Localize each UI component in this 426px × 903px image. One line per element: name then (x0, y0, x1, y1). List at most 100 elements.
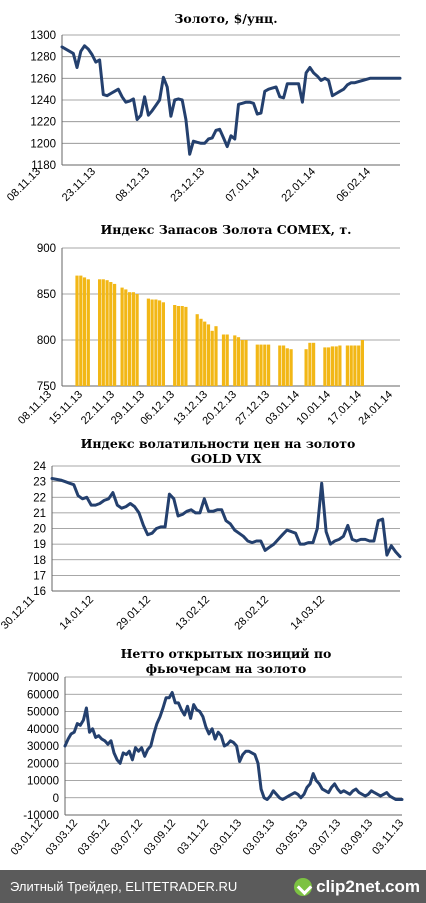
bar (176, 306, 180, 386)
bar (86, 279, 90, 386)
series-line (63, 691, 404, 801)
bar (240, 340, 244, 386)
y-tick-label: 60000 (27, 689, 59, 701)
y-tick-label: 19 (33, 539, 46, 551)
y-tick-label: 16 (33, 586, 46, 598)
bar (161, 302, 165, 386)
x-tick-label: 08.12.13 (113, 166, 152, 205)
bar (180, 306, 184, 386)
x-tick-label: 08.11.13 (5, 166, 43, 204)
footer-source: Элитный Трейдер, ELITETRADER.RU (10, 879, 238, 894)
bar (131, 292, 135, 386)
bar (349, 345, 353, 386)
y-tick-label: 750 (37, 381, 56, 393)
chart-subtitle: фьючерсам на золото (146, 661, 307, 676)
bar (101, 279, 105, 386)
gold-price-chart: Золото, $/унц. 1180120012201240126012801… (5, 11, 402, 205)
chart-subtitle: GOLD VIX (191, 451, 262, 466)
y-tick-label: 1280 (30, 52, 56, 64)
gold-vix-chart: Индекс волатильности цен на золото GOLD … (0, 436, 402, 633)
y-tick-label: -10000 (23, 810, 59, 822)
x-axis-ticks: 08.11.13 23.11.13 08.12.13 23.12.13 07.01.14… (5, 166, 373, 205)
x-tick-label: 13.02.12 (173, 594, 212, 633)
bar (203, 321, 207, 386)
y-tick-label: 800 (37, 335, 56, 347)
x-tick-label: 03.05.12 (76, 817, 113, 858)
chart-title: Золото, $/унц. (174, 11, 277, 26)
bar (98, 279, 102, 386)
x-tick-label: 23.12.13 (168, 166, 207, 205)
bar (173, 305, 177, 386)
bar (214, 326, 218, 386)
y-axis-ticks: 1180 1200 1220 1240 1260 1280 1300 (30, 30, 56, 172)
bar (289, 349, 293, 386)
bar (113, 283, 117, 386)
bar (255, 344, 259, 386)
x-tick-label: 07.01.14 (223, 166, 262, 205)
series-line (50, 477, 402, 559)
bar (206, 324, 211, 386)
y-tick-label: 18 (33, 555, 46, 567)
bar (278, 345, 282, 386)
y-tick-label: 20 (33, 524, 46, 536)
chart-title: Индекс волатильности цен на золото (81, 436, 356, 451)
y-tick-label: 23 (33, 477, 46, 489)
bar (150, 299, 154, 386)
bar (221, 334, 226, 386)
bar (285, 348, 289, 386)
x-axis-ticks: 08.11.1315.11.1322.11.1329.11.1306.12.13… (16, 389, 395, 428)
bar (124, 289, 128, 386)
series-bars (75, 275, 364, 386)
grid-lines (64, 676, 402, 816)
bar (357, 345, 361, 386)
series-polyline (63, 691, 404, 801)
bar (236, 337, 241, 386)
bar (195, 314, 199, 386)
bar (334, 346, 338, 386)
bar (345, 345, 349, 386)
y-axis-ticks: 16 17 18 19 20 21 22 23 24 (33, 461, 46, 598)
y-tick-label: 50000 (27, 707, 59, 719)
bar (263, 344, 267, 386)
bar (109, 282, 113, 386)
x-tick-label: 29.01.12 (114, 594, 153, 633)
x-tick-label: 03.09.12 (142, 817, 179, 858)
clip2net-check-icon (294, 877, 313, 896)
x-tick-label: 14.03.12 (288, 594, 327, 633)
y-tick-label: 1180 (31, 160, 56, 172)
bar (308, 342, 312, 386)
bar (154, 299, 158, 386)
bar (105, 280, 109, 386)
x-tick-label: 24.01.14 (356, 389, 395, 428)
y-tick-label: 22 (33, 492, 46, 504)
bar (120, 287, 124, 386)
logo-text: clip2net.com (316, 876, 420, 896)
y-tick-label: 1220 (30, 117, 56, 129)
bar (184, 306, 188, 386)
x-tick-label: 03.01.13 (208, 817, 245, 858)
bar (233, 335, 237, 386)
bar (304, 349, 308, 386)
bar (128, 292, 132, 386)
bar (327, 347, 331, 386)
x-tick-label: 30.12.11 (0, 594, 37, 632)
series-polyline (60, 44, 402, 156)
grid-lines (61, 34, 400, 166)
grid-lines (61, 247, 400, 387)
x-tick-label: 15.11.13 (47, 389, 85, 427)
x-tick-label: 28.02.12 (232, 594, 271, 633)
y-tick-label: 0 (53, 793, 59, 805)
y-tick-label: 24 (33, 461, 46, 473)
bar (135, 294, 139, 386)
y-tick-label: 1240 (30, 95, 56, 107)
y-axis-ticks: -10000 0 10000 20000 30000 40000 50000 60000 700… (23, 672, 59, 822)
y-tick-label: 17 (33, 570, 46, 582)
y-tick-label: 850 (37, 289, 56, 301)
bar (79, 275, 83, 386)
x-tick-label: 03.11.13 (370, 817, 406, 857)
bar (353, 345, 357, 386)
x-tick-label: 03.03.12 (44, 817, 81, 858)
x-axis-ticks: 30.12.11 14.01.12 29.01.12 13.02.12 28.02.12… (0, 594, 327, 633)
bar (225, 334, 229, 386)
y-tick-label: 900 (37, 243, 56, 255)
